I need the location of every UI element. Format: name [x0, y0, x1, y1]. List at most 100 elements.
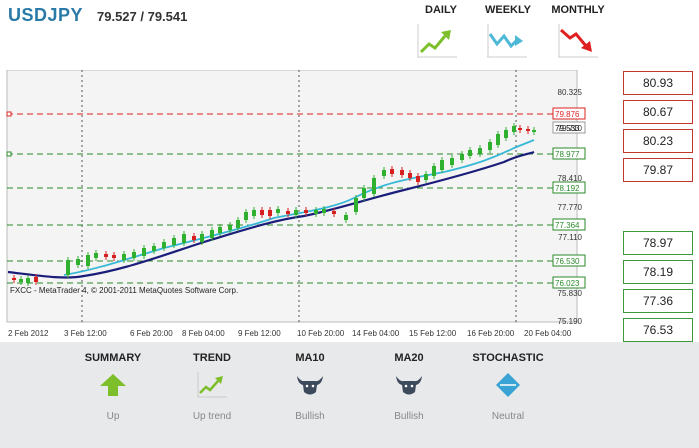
candle-body	[432, 166, 436, 176]
candle-body	[244, 212, 248, 220]
level-label-box-s4	[552, 254, 586, 267]
bid-ask-price: 79.527 / 79.541	[97, 9, 188, 24]
candle-body	[19, 279, 23, 282]
candle-body	[236, 220, 240, 228]
level-label-box-s3	[552, 218, 586, 231]
candle-body	[488, 142, 492, 150]
resistance-level-2: 80.67	[623, 100, 693, 124]
candle-body	[408, 173, 412, 178]
x-tick-label: 14 Feb 04:00	[352, 329, 400, 338]
level-label-box-price	[552, 121, 586, 134]
candle-body	[34, 277, 38, 282]
uptrend-arrow-icon[interactable]	[417, 24, 457, 58]
level-marker-s1	[6, 151, 12, 157]
tab-weekly-label[interactable]: WEEKLY	[484, 4, 532, 16]
level-label-s1: 78.977	[555, 150, 580, 159]
candle-body	[382, 170, 386, 176]
candle-body	[172, 238, 176, 245]
level-marker-r1	[6, 111, 12, 117]
resistance-level-4: 79.87	[623, 158, 693, 182]
level-label-box-s5	[552, 276, 586, 289]
neutral-diamond-icon	[496, 373, 520, 397]
y-tick-label: 78.410	[558, 174, 583, 183]
x-tick-label: 10 Feb 20:00	[297, 329, 345, 338]
ma20-line	[7, 150, 535, 279]
candle-body	[314, 210, 318, 214]
x-tick-label: 6 Feb 20:00	[130, 329, 173, 338]
ma10-title: MA10	[295, 352, 325, 364]
y-tick-label: 77.770	[558, 203, 583, 212]
candle-body	[362, 188, 366, 198]
candle-body	[94, 253, 98, 258]
level-label-s5: 76.023	[555, 279, 580, 288]
stochastic-value: Neutral	[491, 411, 525, 422]
summary-column: SUMMARY Up	[68, 352, 158, 424]
candle-body	[112, 255, 116, 258]
level-label-box-s1	[552, 147, 586, 160]
tab-monthly-label[interactable]: MONTHLY	[551, 4, 605, 16]
support-level-1: 78.97	[623, 231, 693, 255]
candle-body	[450, 158, 454, 165]
x-tick-label: 9 Feb 12:00	[238, 329, 281, 338]
up-arrow-icon	[100, 374, 126, 396]
candle-body	[390, 169, 394, 174]
stochastic-title: STOCHASTIC	[472, 352, 544, 364]
candle-body	[252, 210, 256, 216]
trend-title: TREND	[193, 352, 231, 364]
level-label-s3: 77.364	[555, 221, 580, 230]
summary-value: Up	[106, 411, 120, 422]
candle-body	[132, 252, 136, 258]
support-level-2: 78.19	[623, 260, 693, 284]
x-tick-label: 15 Feb 12:00	[409, 329, 457, 338]
trend-column: TREND Up trend	[167, 352, 257, 424]
uptrend-icon	[197, 372, 227, 398]
summary-title: SUMMARY	[84, 352, 142, 364]
candle-body	[268, 210, 272, 216]
candle-body	[104, 254, 108, 257]
support-level-4: 76.53	[623, 318, 693, 342]
level-label-box-r1	[552, 107, 586, 120]
candle-body	[76, 259, 80, 265]
candle-body	[460, 154, 464, 160]
candle-body	[276, 209, 280, 213]
ma20-title: MA20	[394, 352, 424, 364]
candle-body	[12, 278, 16, 280]
candle-body	[122, 254, 126, 260]
ma20-value: Bullish	[394, 411, 424, 422]
level-label-r1: 79.876	[555, 110, 580, 119]
candle-body	[304, 210, 308, 213]
candle-body	[400, 170, 404, 175]
y-tick-label: 77.110	[558, 233, 582, 242]
candle-body	[228, 225, 232, 230]
level-label-s4: 76.530	[555, 257, 580, 266]
y-tick-label: 80.325	[558, 88, 583, 97]
candle-body	[468, 150, 472, 156]
candle-body	[66, 260, 70, 275]
resistance-level-3: 80.23	[623, 129, 693, 153]
candle-body	[478, 148, 482, 154]
y-tick-label: 75.830	[558, 289, 583, 298]
candle-body	[344, 215, 348, 220]
zigzag-arrow-icon[interactable]	[487, 24, 527, 58]
price-chart[interactable]: 79.876 79.533 78.977 78.192 77.364 76.530 76.0…	[4, 69, 587, 342]
candle-body	[162, 242, 166, 248]
candle-body	[294, 210, 298, 215]
candle-body	[416, 176, 420, 182]
downtrend-arrow-icon[interactable]	[558, 24, 598, 58]
candle-body	[504, 130, 508, 138]
candle-body	[372, 178, 376, 194]
x-tick-label: 8 Feb 04:00	[182, 329, 225, 338]
tab-daily-label[interactable]: DAILY	[425, 4, 457, 16]
x-tick-label: 20 Feb 04:00	[524, 329, 572, 338]
y-tick-label: 75.190	[558, 317, 583, 326]
ma20-column: MA20 Bullish	[364, 352, 454, 424]
ma10-column: MA10 Bullish	[265, 352, 355, 424]
candle-body	[354, 198, 358, 212]
candle-body	[424, 174, 428, 180]
ma10-value: Bullish	[295, 411, 325, 422]
trend-value: Up trend	[192, 411, 232, 422]
candle-body	[86, 255, 90, 266]
bull-icon	[297, 376, 323, 395]
candle-body	[142, 248, 146, 256]
candle-body	[152, 246, 156, 251]
